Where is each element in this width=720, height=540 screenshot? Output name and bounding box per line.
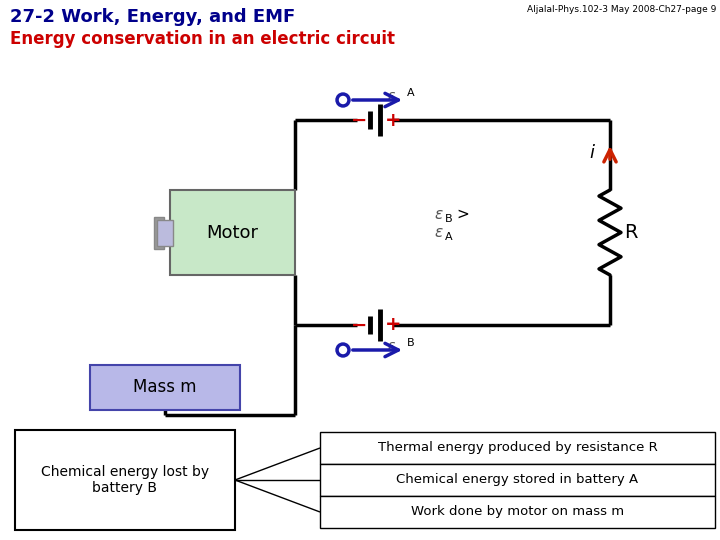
Text: Motor: Motor: [207, 224, 258, 241]
Text: ε: ε: [434, 225, 443, 240]
Bar: [90, 365, 240, 410]
Text: ε: ε: [387, 89, 395, 103]
Text: Chemical energy stored in battery A: Chemical energy stored in battery A: [397, 474, 639, 487]
Text: B: B: [444, 214, 452, 225]
Circle shape: [336, 343, 350, 357]
Text: Thermal energy produced by resistance R: Thermal energy produced by resistance R: [377, 442, 657, 455]
Text: B: B: [407, 338, 415, 348]
Text: A: A: [444, 233, 452, 242]
Text: Aljalal-Phys.102-3 May 2008-Ch27-page 9: Aljalal-Phys.102-3 May 2008-Ch27-page 9: [526, 5, 716, 14]
Text: Energy conservation in an electric circuit: Energy conservation in an electric circu…: [10, 30, 395, 48]
Text: ε: ε: [387, 339, 395, 353]
Text: −: −: [351, 111, 367, 130]
Text: +: +: [384, 315, 401, 334]
Circle shape: [340, 347, 346, 354]
Bar: [154, 217, 164, 248]
Text: >: >: [456, 207, 469, 222]
Text: Chemical energy lost by
battery B: Chemical energy lost by battery B: [41, 465, 209, 495]
Bar: [170, 190, 295, 275]
Text: R: R: [624, 223, 637, 242]
Bar: [15, 430, 235, 530]
Text: i: i: [590, 144, 595, 161]
Bar: [157, 219, 173, 246]
Bar: [320, 432, 715, 464]
Text: ε: ε: [434, 207, 443, 222]
Text: Mass m: Mass m: [133, 379, 197, 396]
Text: +: +: [384, 111, 401, 130]
Text: −: −: [351, 315, 367, 334]
Text: Work done by motor on mass m: Work done by motor on mass m: [411, 505, 624, 518]
Text: 27-2 Work, Energy, and EMF: 27-2 Work, Energy, and EMF: [10, 8, 295, 26]
Circle shape: [340, 97, 346, 104]
Bar: [320, 464, 715, 496]
Text: A: A: [407, 88, 415, 98]
Bar: [320, 496, 715, 528]
Circle shape: [336, 93, 350, 107]
